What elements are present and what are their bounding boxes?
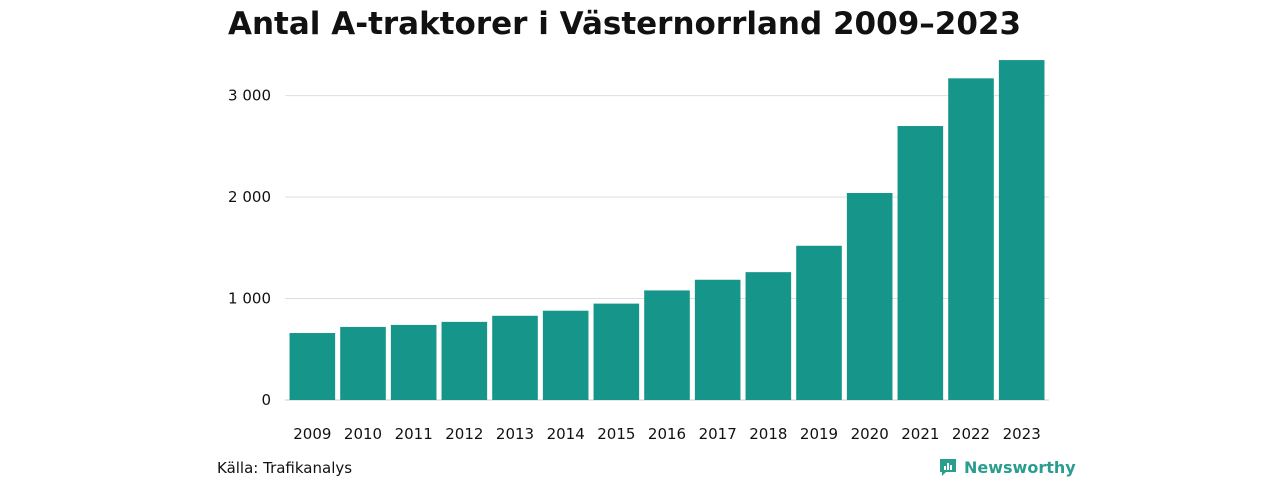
bar-2022	[948, 78, 994, 401]
bar-2014	[542, 310, 589, 400]
x-tick-label: 2009	[293, 425, 331, 443]
bars	[289, 60, 1045, 401]
bar-2009	[289, 333, 336, 400]
x-tick-label: 2015	[597, 425, 635, 443]
x-axis-ticks: 2009 2010 2011 2012 2013 2014 2015 2016 2017 2018…	[293, 425, 1041, 443]
x-tick-label: 2022	[952, 425, 990, 443]
x-tick-label: 2013	[496, 425, 534, 443]
x-tick-label: 2017	[699, 425, 737, 443]
newsworthy-logo-icon	[940, 459, 956, 476]
bar-2021	[897, 126, 944, 400]
x-tick-label: 2010	[344, 425, 382, 443]
bar-2020	[846, 193, 893, 400]
source-label: Källa: Trafikanalys	[217, 459, 353, 477]
x-tick-label: 2012	[445, 425, 483, 443]
x-tick-label: 2014	[547, 425, 585, 443]
bar-2023	[998, 60, 1045, 401]
bar-2012	[441, 321, 488, 400]
y-tick-label: 2 000	[228, 188, 271, 206]
bar-2013	[492, 315, 538, 400]
bar-2011	[390, 324, 437, 400]
y-axis-ticks: 0 1 000 2 000 3 000	[228, 87, 271, 409]
x-tick-label: 2020	[851, 425, 889, 443]
bar-2015	[593, 303, 640, 400]
x-tick-label: 2011	[395, 425, 433, 443]
y-tick-label: 3 000	[228, 87, 271, 105]
chart-title: Antal A-traktorer i Västernorrland 2009–…	[228, 6, 1022, 42]
bar-2019	[796, 245, 842, 400]
x-tick-label: 2016	[648, 425, 686, 443]
x-tick-label: 2021	[901, 425, 939, 443]
y-tick-label: 0	[261, 391, 271, 409]
brand-name: Newsworthy	[964, 457, 1076, 477]
x-tick-label: 2019	[800, 425, 838, 443]
y-tick-label: 1 000	[228, 290, 271, 308]
bar-2016	[644, 290, 690, 400]
brand: Newsworthy	[938, 457, 1076, 477]
x-tick-label: 2018	[749, 425, 787, 443]
bar-2018	[745, 272, 792, 400]
bar-2017	[694, 279, 741, 400]
x-tick-label: 2023	[1003, 425, 1041, 443]
bar-2010	[340, 326, 386, 400]
